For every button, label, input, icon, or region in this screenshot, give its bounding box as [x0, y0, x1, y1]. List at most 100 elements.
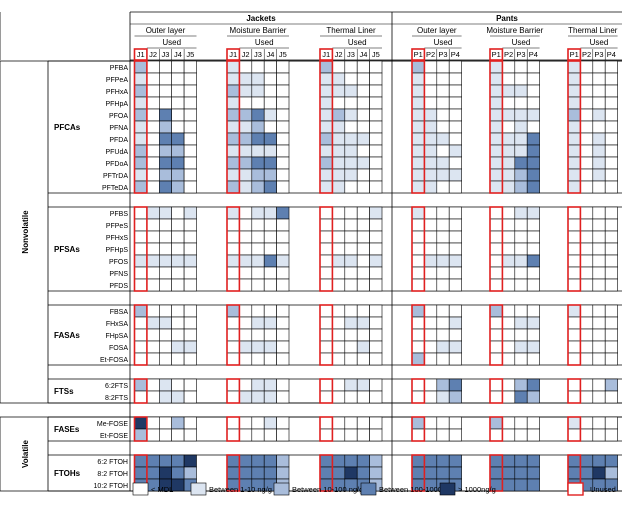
heatmap-cell	[502, 156, 516, 170]
heatmap-cell	[567, 266, 581, 280]
heatmap-cell	[344, 352, 358, 366]
heatmap-cell	[319, 180, 333, 194]
heatmap-cell	[567, 278, 581, 292]
heatmap-cell	[436, 206, 450, 220]
heatmap-cell	[424, 328, 438, 342]
heatmap-cell	[580, 466, 594, 480]
heatmap-cell	[159, 206, 173, 220]
heatmap-cell	[567, 328, 581, 342]
heatmap-cell	[580, 340, 594, 354]
row-label: FOSA	[109, 345, 128, 352]
row-label: PFOS	[109, 259, 128, 266]
heatmap-cell	[146, 144, 160, 158]
heatmap-cell	[567, 144, 581, 158]
heatmap-cell	[604, 278, 618, 292]
row-label: 10:2 FTOH	[94, 483, 129, 490]
heatmap-cell	[171, 416, 185, 430]
heatmap-cell	[356, 168, 370, 182]
unused-column-outline	[567, 60, 582, 194]
heatmap-cell	[263, 316, 277, 330]
heatmap-cell	[356, 428, 370, 442]
category-label-volatile: Volatile	[21, 440, 30, 468]
heatmap-cell	[448, 428, 462, 442]
heatmap-cell	[567, 428, 581, 442]
heatmap-cell	[332, 378, 346, 392]
heatmap-cell	[489, 428, 503, 442]
heatmap-cell	[159, 254, 173, 268]
heatmap-cell	[183, 328, 197, 342]
heatmap-cell	[514, 144, 528, 158]
heatmap-cell	[411, 328, 425, 342]
heatmap-cell	[344, 454, 358, 468]
used-label: Used	[162, 38, 181, 47]
heatmap-cell	[226, 218, 240, 232]
heatmap-cell	[514, 466, 528, 480]
unused-column-outline	[411, 206, 426, 292]
heatmap-cell	[580, 254, 594, 268]
heatmap-cell	[567, 84, 581, 98]
heatmap-cell	[263, 278, 277, 292]
heatmap-cell	[567, 242, 581, 256]
heatmap-cell	[436, 120, 450, 134]
heatmap-cell	[356, 352, 370, 366]
heatmap-cell	[580, 96, 594, 110]
heatmap-cell	[436, 218, 450, 232]
heatmap-cell	[580, 230, 594, 244]
heatmap-cell	[502, 120, 516, 134]
heatmap-cell	[356, 266, 370, 280]
heatmap-cell	[436, 96, 450, 110]
heatmap-cell	[159, 390, 173, 404]
heatmap-cell	[171, 206, 185, 220]
heatmap-cell	[436, 72, 450, 86]
unused-column-outline	[319, 416, 334, 442]
heatmap-cell	[263, 230, 277, 244]
heatmap-cell	[356, 120, 370, 134]
heatmap-cell	[604, 428, 618, 442]
heatmap-cell	[276, 218, 290, 232]
heatmap-cell	[567, 352, 581, 366]
heatmap-cell	[592, 156, 606, 170]
heatmap-cell	[319, 266, 333, 280]
heatmap-cell	[263, 428, 277, 442]
heatmap-cell	[183, 180, 197, 194]
heatmap-cell	[369, 242, 383, 256]
heatmap-cell	[344, 328, 358, 342]
heatmap-cell	[239, 144, 253, 158]
heatmap-cell	[369, 304, 383, 318]
heatmap-cell	[263, 108, 277, 122]
row-label: PFUdA	[105, 149, 128, 156]
row-label: 8:2FTS	[105, 395, 128, 402]
heatmap-cell	[448, 180, 462, 194]
heatmap-cell	[411, 266, 425, 280]
heatmap-cell	[239, 328, 253, 342]
heatmap-cell	[239, 180, 253, 194]
heatmap-cell	[183, 218, 197, 232]
heatmap-cell	[171, 254, 185, 268]
row-label: PFTrDA	[103, 173, 128, 180]
heatmap-cell	[502, 378, 516, 392]
heatmap-cell	[251, 428, 265, 442]
heatmap-cell	[344, 428, 358, 442]
heatmap-cell	[424, 96, 438, 110]
heatmap-cell	[489, 144, 503, 158]
heatmap-cell	[344, 266, 358, 280]
heatmap-cell	[332, 72, 346, 86]
heatmap-cell	[251, 180, 265, 194]
heatmap-cell	[171, 340, 185, 354]
heatmap-cell	[502, 278, 516, 292]
heatmap-cell	[448, 466, 462, 480]
heatmap-cell	[146, 180, 160, 194]
heatmap-cell	[489, 120, 503, 134]
heatmap-cell	[183, 96, 197, 110]
heatmap-cell	[356, 96, 370, 110]
heatmap-cell	[448, 218, 462, 232]
unused-column-outline	[226, 378, 241, 404]
heatmap-cell	[251, 144, 265, 158]
heatmap-cell	[514, 242, 528, 256]
heatmap-cell	[226, 230, 240, 244]
heatmap-cell	[369, 416, 383, 430]
column-label-p2: P2	[582, 50, 591, 59]
heatmap-cell	[146, 278, 160, 292]
column-label-p3: P3	[438, 50, 447, 59]
heatmap-cell	[424, 266, 438, 280]
